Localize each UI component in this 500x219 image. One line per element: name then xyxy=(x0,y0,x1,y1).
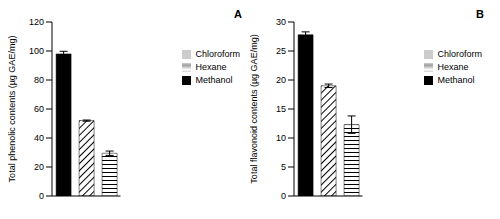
svg-text:20: 20 xyxy=(276,75,286,85)
svg-text:120: 120 xyxy=(29,17,44,27)
html-text:Methanol: Methanol xyxy=(195,75,233,85)
html-text:Chloroform: Chloroform xyxy=(195,49,240,59)
html-text:B: B xyxy=(476,8,484,20)
svg-text:25: 25 xyxy=(276,46,286,56)
svg-text:40: 40 xyxy=(34,133,44,143)
html-text:A: A xyxy=(234,8,242,20)
svg-text:80: 80 xyxy=(34,75,44,85)
svg-text:20: 20 xyxy=(34,162,44,172)
svg-text:0: 0 xyxy=(39,191,44,201)
svg-text:15: 15 xyxy=(276,104,286,114)
svg-text:10: 10 xyxy=(276,133,286,143)
html-text:Hexane: Hexane xyxy=(195,62,227,72)
svg-text:100: 100 xyxy=(29,46,44,56)
svg-text:Total phenolic contents (µg GA: Total phenolic contents (µg GAE/mg) xyxy=(8,36,17,183)
svg-text:30: 30 xyxy=(276,17,286,27)
svg-text:60: 60 xyxy=(34,104,44,114)
html-text:Methanol: Methanol xyxy=(437,75,475,85)
html-text:Hexane: Hexane xyxy=(437,62,469,72)
svg-text:0: 0 xyxy=(281,191,286,201)
svg-text:5: 5 xyxy=(281,162,286,172)
svg-text:Total flavonoid contents (µg G: Total flavonoid contents (µg GAE/mg) xyxy=(250,34,259,183)
html-text:Chloroform: Chloroform xyxy=(437,49,482,59)
